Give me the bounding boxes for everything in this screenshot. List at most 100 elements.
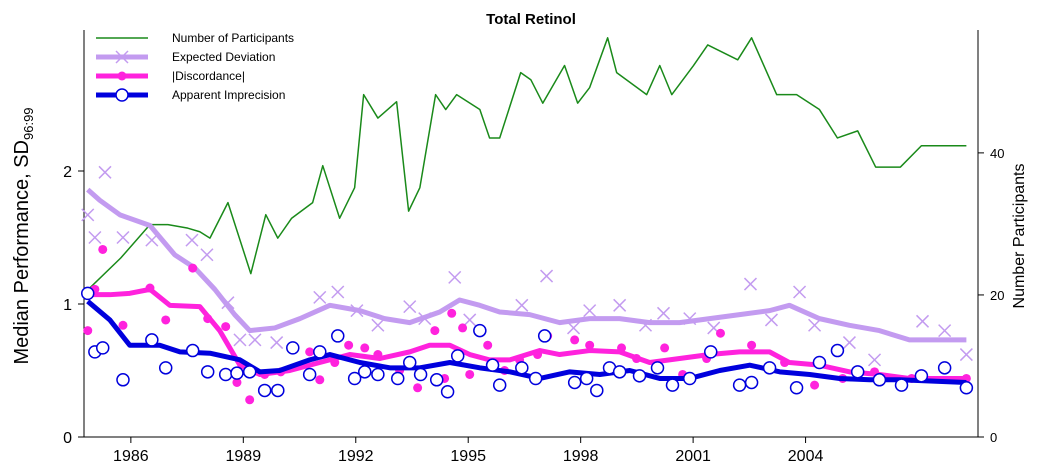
legend-label: Apparent Imprecision	[172, 88, 285, 102]
point	[80, 286, 95, 301]
cross-stroke	[567, 321, 581, 335]
point	[313, 345, 327, 359]
point	[200, 248, 214, 262]
point	[331, 329, 345, 343]
cross-stroke	[145, 233, 159, 247]
cross-stroke	[248, 333, 262, 347]
cross-stroke	[938, 324, 952, 338]
point	[528, 371, 543, 386]
point	[830, 343, 845, 358]
series-line	[86, 299, 967, 385]
point	[98, 244, 108, 254]
point	[872, 373, 887, 387]
y-axis-title: Median Performance, SD96:99	[11, 107, 36, 364]
point	[373, 350, 383, 360]
point	[450, 349, 465, 363]
point	[448, 270, 462, 284]
point	[938, 324, 952, 338]
point	[116, 373, 130, 387]
cross-stroke	[88, 230, 102, 245]
legend-label: Number of Participants	[172, 31, 294, 45]
point	[371, 318, 385, 332]
point	[540, 269, 554, 283]
x-tick-label: 1986	[113, 448, 149, 465]
point	[617, 343, 627, 353]
point	[286, 341, 300, 355]
y-tick-label: 2	[63, 164, 72, 181]
point	[638, 318, 653, 332]
x-tick-label: 2004	[788, 448, 824, 465]
point	[429, 373, 444, 387]
point	[315, 375, 325, 385]
point	[732, 378, 747, 392]
point	[463, 313, 477, 327]
legend: Number of Participants Expected Deviation…	[96, 31, 294, 102]
cross-stroke	[868, 353, 882, 367]
point	[95, 341, 110, 355]
point	[188, 263, 198, 273]
point	[413, 367, 428, 382]
point	[492, 378, 507, 392]
point	[233, 333, 247, 347]
cross-stroke	[98, 165, 112, 179]
cross-stroke	[200, 248, 214, 262]
cross-stroke	[842, 336, 856, 350]
point	[305, 347, 315, 357]
point	[810, 380, 820, 390]
point	[88, 230, 102, 245]
point	[842, 336, 856, 350]
point	[613, 298, 627, 312]
point	[161, 315, 171, 325]
point	[665, 378, 680, 392]
point	[145, 283, 155, 293]
point	[914, 369, 929, 383]
point	[579, 371, 594, 386]
point	[650, 361, 665, 375]
cross-stroke	[418, 312, 432, 326]
point	[221, 322, 231, 332]
point	[116, 230, 130, 245]
y2-tick-label: 0	[990, 430, 997, 445]
point	[83, 326, 93, 336]
point	[812, 355, 827, 370]
point	[793, 285, 807, 299]
cross-stroke	[515, 298, 529, 312]
point	[98, 165, 112, 179]
point	[743, 277, 758, 291]
cross-stroke	[808, 318, 822, 332]
point	[612, 365, 627, 379]
legend-label: |Discordance|	[172, 69, 245, 83]
x-tick-label: 2001	[675, 448, 711, 465]
cross-stroke	[764, 313, 778, 327]
cross-stroke	[331, 285, 345, 299]
point	[232, 377, 242, 387]
point	[483, 340, 493, 350]
cross-stroke	[683, 312, 697, 326]
cross-stroke	[185, 233, 199, 247]
point	[789, 381, 804, 395]
point	[230, 366, 244, 380]
point	[242, 365, 257, 379]
cross-stroke	[313, 290, 327, 304]
point	[894, 378, 909, 392]
point	[850, 365, 865, 379]
point	[347, 371, 362, 386]
point	[330, 358, 340, 368]
point	[203, 314, 213, 324]
point	[440, 385, 455, 399]
point	[747, 340, 757, 350]
point	[413, 383, 423, 393]
cross-stroke	[613, 298, 627, 312]
point	[447, 308, 457, 318]
point	[350, 304, 364, 318]
point	[117, 71, 127, 81]
point	[660, 343, 670, 353]
cross-stroke	[707, 321, 721, 335]
x-tick-label: 1995	[450, 448, 486, 465]
series-line	[87, 37, 967, 291]
point	[371, 367, 385, 382]
cross-stroke	[221, 296, 235, 310]
point	[683, 312, 697, 326]
x-tick-label: 1998	[563, 448, 599, 465]
point	[271, 383, 285, 398]
